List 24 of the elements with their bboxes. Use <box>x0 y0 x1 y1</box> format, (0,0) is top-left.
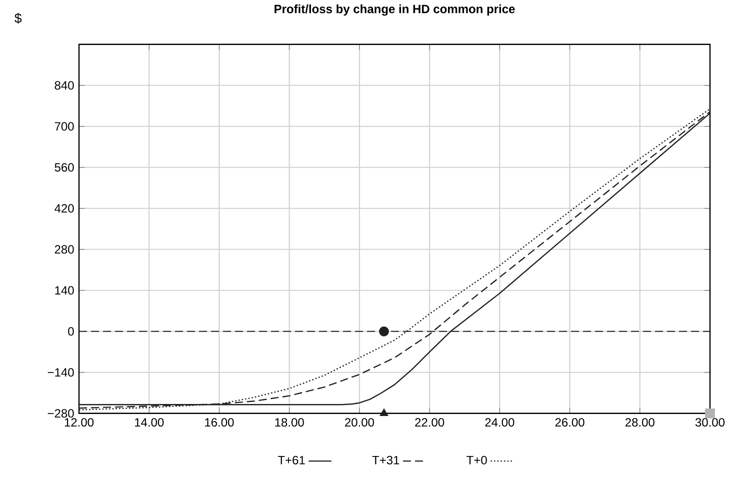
x-tick-label: 14.00 <box>135 418 164 426</box>
y-tick-label: −140 <box>48 368 74 376</box>
x-tick-label: 30.00 <box>695 418 725 426</box>
y-tick-label: −280 <box>48 408 74 418</box>
legend-label: T+31 <box>372 456 400 464</box>
x-tick-label: 20.00 <box>345 418 374 426</box>
x-tick-label: 12.00 <box>64 418 94 426</box>
y-tick-label: 140 <box>55 286 74 294</box>
x-tick-label: 24.00 <box>485 418 514 426</box>
y-axis-title: $ <box>14 12 22 24</box>
x-tick-label: 26.00 <box>555 418 584 426</box>
y-tick-label: 840 <box>54 80 74 90</box>
x-tick-label: 28.00 <box>625 418 654 426</box>
legend-label: T+0 <box>466 456 487 464</box>
chart-title: Profit/loss by change in HD common price <box>274 4 515 16</box>
x-tick-label: 18.00 <box>275 418 304 426</box>
y-tick-label: 420 <box>54 204 74 212</box>
y-tick-label: 0 <box>68 326 74 336</box>
y-tick-label: 280 <box>54 244 74 254</box>
x-tick-label: 22.00 <box>415 418 444 426</box>
legend-label: T+61 <box>278 456 305 464</box>
x-tick-label: 16.00 <box>205 418 234 426</box>
y-tick-label: 700 <box>54 122 74 130</box>
y-tick-label: 560 <box>54 162 74 172</box>
